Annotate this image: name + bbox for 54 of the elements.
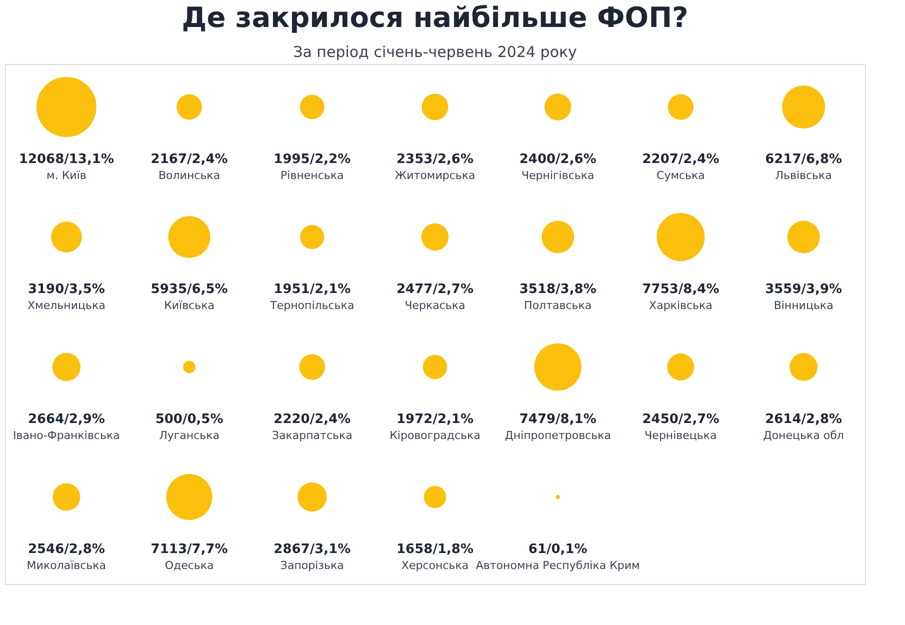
data-label: 2400/2,6% <box>519 152 596 167</box>
data-label: 2867/3,1% <box>274 542 351 557</box>
data-label: 7479/8,1% <box>519 412 596 427</box>
category-label: Волинська <box>158 169 220 182</box>
category-label: Кіровоградська <box>390 429 480 442</box>
data-label: 500/0,5% <box>155 412 224 427</box>
category-label: Львівська <box>775 169 832 182</box>
category-label: Рівненська <box>280 169 344 182</box>
category-label: Хмельницька <box>28 299 106 312</box>
data-label: 1658/1,8% <box>396 542 474 557</box>
category-label: Івано-Франківська <box>13 429 120 442</box>
data-label: 7113/7,7% <box>150 542 228 557</box>
category-label: Тернопільська <box>269 299 354 312</box>
data-label: 1995/2,2% <box>274 152 351 167</box>
data-label: 1972/2,1% <box>396 412 474 427</box>
data-label: 2664/2,9% <box>28 412 105 427</box>
data-label: 3518/3,8% <box>519 282 596 297</box>
data-label: 2477/2,7% <box>396 282 474 297</box>
category-label: Житомирська <box>394 169 476 182</box>
category-label: Дніпропетровська <box>504 429 611 442</box>
text: Де закрилося найбільше ФОП? <box>182 1 688 34</box>
data-label: 61/0,1% <box>528 542 588 557</box>
category-label: Закарпатська <box>272 429 352 442</box>
category-label: Черкаська <box>404 299 466 312</box>
data-label: 2450/2,7% <box>642 412 720 427</box>
data-label: 2353/2,6% <box>396 152 474 167</box>
category-label: Запорізька <box>280 559 344 572</box>
category-label: м. Київ <box>46 169 86 182</box>
category-label: Чернівецька <box>644 429 717 442</box>
category-label: Автономна Республіка Крим <box>476 559 640 572</box>
data-label: 7753/8,4% <box>642 282 720 297</box>
data-label: 3190/3,5% <box>28 282 105 297</box>
category-label: Чернігівська <box>521 169 594 182</box>
data-label: 2614/2,8% <box>765 412 842 427</box>
data-label: 2167/2,4% <box>150 152 228 167</box>
data-label: 2546/2,8% <box>28 542 105 557</box>
data-label: 2207/2,4% <box>642 152 720 167</box>
category-label: Миколаївська <box>26 559 106 572</box>
data-label: 12068/13,1% <box>18 152 114 167</box>
data-label: 6217/6,8% <box>765 152 842 167</box>
text: За період січень-червень 2024 року <box>293 43 578 61</box>
category-label: Луганська <box>159 429 220 442</box>
category-label: Вінницька <box>774 299 834 312</box>
category-label: Київська <box>164 299 214 312</box>
category-label: Полтавська <box>524 299 592 312</box>
data-label: 1951/2,1% <box>274 282 351 297</box>
category-label: Донецька обл <box>763 429 844 442</box>
category-label: Сумська <box>656 169 705 182</box>
data-label: 3559/3,9% <box>765 282 842 297</box>
category-label: Одеська <box>164 559 214 572</box>
data-label: 5935/6,5% <box>150 282 228 297</box>
category-label: Харківська <box>649 299 712 312</box>
category-label: Херсонська <box>401 559 469 572</box>
data-label: 2220/2,4% <box>274 412 351 427</box>
